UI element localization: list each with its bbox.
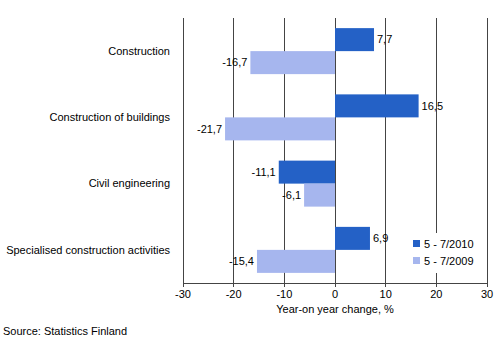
- tick-mark: [436, 283, 437, 287]
- category-label: Civil engineering: [89, 177, 170, 189]
- data-label: 7,7: [377, 33, 392, 45]
- tick-label: 0: [332, 288, 338, 300]
- tick-label: 30: [481, 288, 493, 300]
- tick-mark: [284, 283, 285, 287]
- tick-mark: [335, 283, 336, 287]
- legend: 5 - 7/2010 5 - 7/2009: [409, 233, 485, 273]
- legend-swatch: [413, 257, 420, 264]
- category-label: Construction of buildings: [50, 111, 171, 123]
- grid-line: [487, 18, 488, 283]
- data-label: -16,7: [222, 56, 247, 68]
- bar: [335, 28, 374, 51]
- bars: [225, 28, 419, 273]
- bar: [257, 250, 335, 273]
- axis-title: Year-on year change, %: [276, 303, 394, 315]
- data-label: -11,1: [251, 166, 275, 178]
- legend-label: 5 - 7/2009: [424, 255, 474, 267]
- tick-mark: [487, 283, 488, 287]
- category-label: Specialised construction activities: [6, 244, 170, 256]
- tick-label: -30: [175, 288, 191, 300]
- source-note: Source: Statistics Finland: [3, 325, 127, 337]
- legend-swatch: [413, 240, 420, 247]
- bar: [225, 117, 335, 140]
- data-label: -15,4: [229, 255, 254, 267]
- chart: -30-20-100102030Construction7,7-16,7Cons…: [0, 0, 503, 357]
- bar: [250, 51, 335, 74]
- tick-label: -10: [276, 288, 292, 300]
- tick-mark: [385, 283, 386, 287]
- tick-label: 10: [380, 288, 392, 300]
- data-label: 16,5: [422, 100, 443, 112]
- labels: Construction 7,7 -16,7 Construction of buil…: [6, 33, 443, 267]
- bar: [279, 161, 335, 184]
- tick-label: 20: [430, 288, 442, 300]
- tick-mark: [183, 283, 184, 287]
- bar: [304, 184, 335, 207]
- legend-label: 5 - 7/2010: [424, 238, 474, 250]
- data-label: -21,7: [197, 123, 222, 135]
- tick-mark: [233, 283, 234, 287]
- category-label: Construction: [108, 45, 170, 57]
- tick-label: -20: [226, 288, 242, 300]
- axis-line: [183, 283, 487, 284]
- legend-box: [409, 233, 485, 273]
- bar: [335, 227, 370, 250]
- data-label: -6,1: [282, 189, 301, 201]
- bar: [335, 94, 419, 117]
- grid-line: [183, 18, 184, 283]
- data-label: 6,9: [373, 232, 388, 244]
